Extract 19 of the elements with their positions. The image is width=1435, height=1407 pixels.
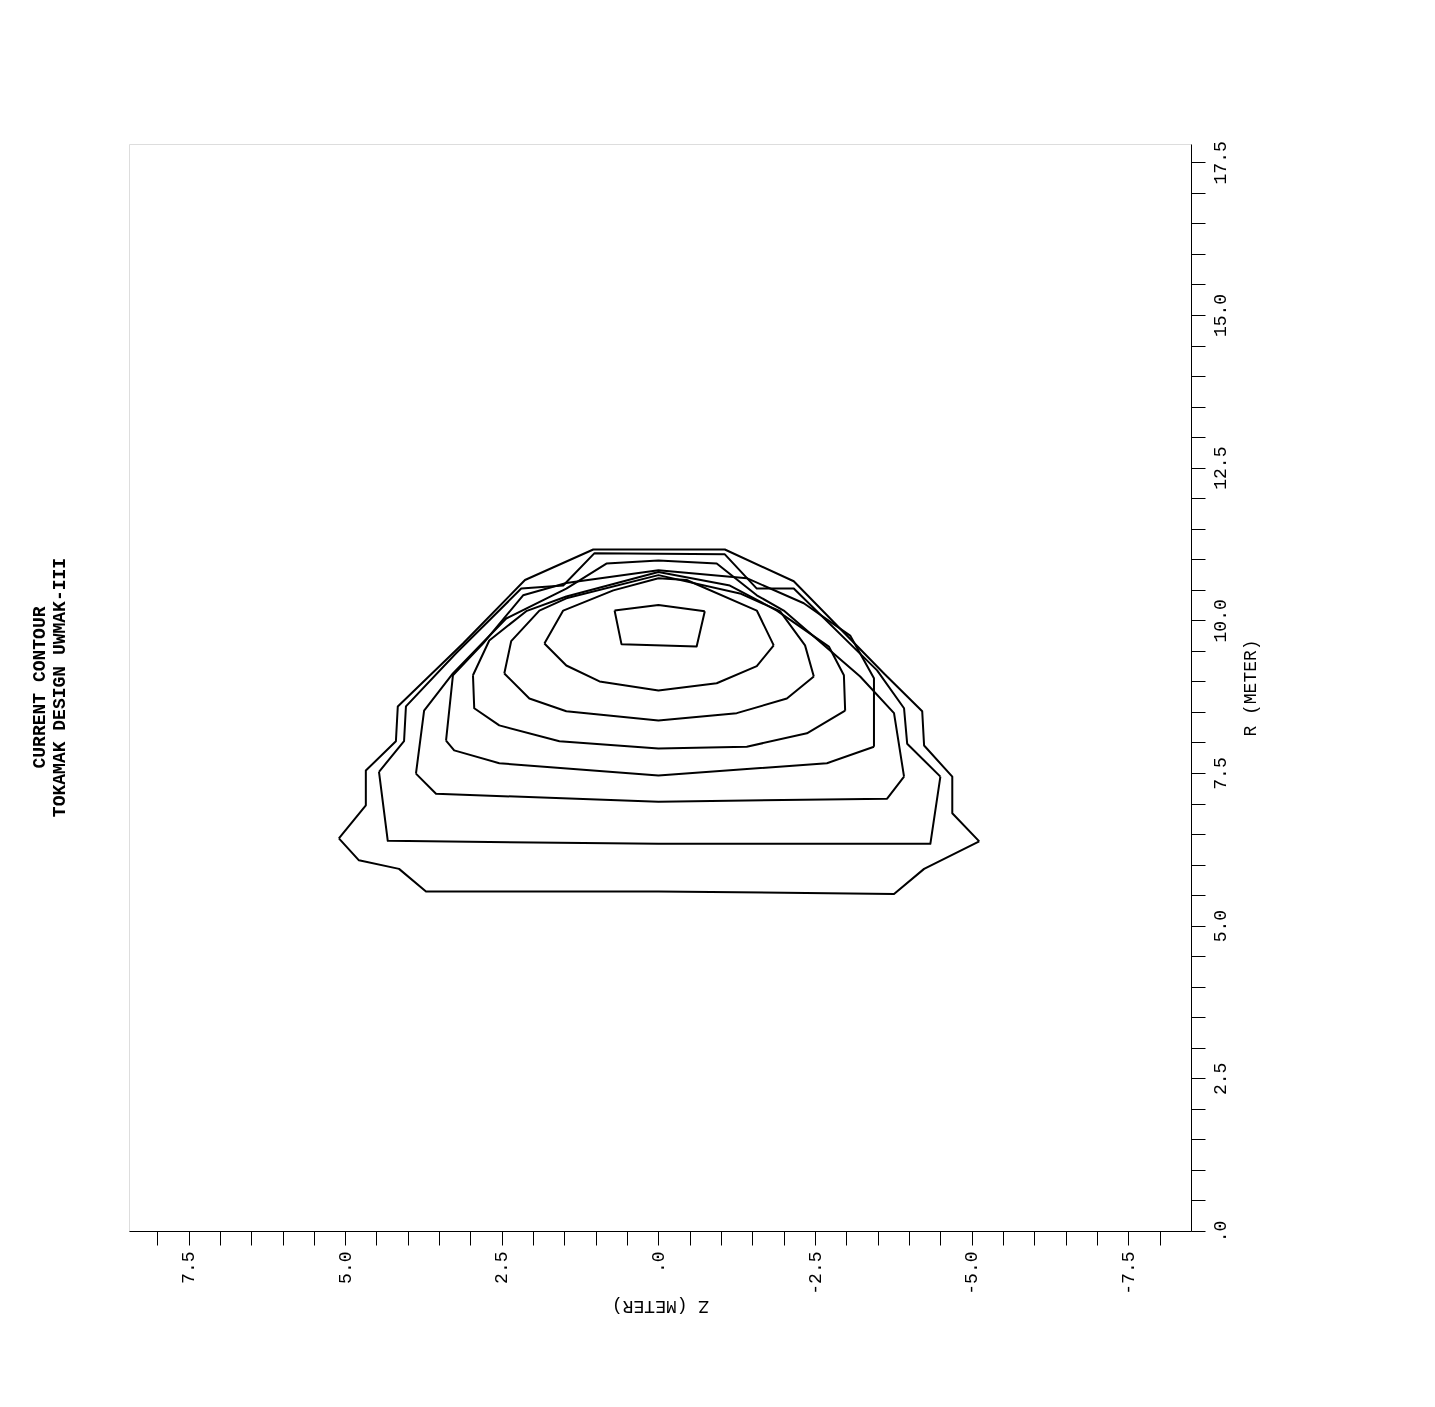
x-tick-label: -5.0 [962, 1251, 983, 1295]
y-axis-title: R (METER) [1240, 639, 1261, 737]
y-tick-label: .0 [1210, 1220, 1231, 1243]
y-tick-label: 12.5 [1210, 446, 1231, 490]
y-tick-label: 5.0 [1210, 909, 1231, 943]
y-tick-label: 15.0 [1210, 293, 1231, 338]
x-tick-label: 5.0 [335, 1251, 356, 1284]
text: CURRENT CONTOUR [30, 606, 50, 769]
x-tick-label: 2.5 [492, 1251, 513, 1284]
x-tick-label: .0 [648, 1251, 669, 1274]
y-tick-label: 2.5 [1210, 1062, 1231, 1096]
y-tick-label: 17.5 [1210, 141, 1231, 185]
x-axis-title: Z (METER) [611, 1295, 710, 1316]
text: TOKAMAK DESIGN UWMAK-III [50, 557, 70, 818]
y-tick-label: 10.0 [1210, 599, 1231, 643]
x-tick-label: -7.5 [1118, 1251, 1139, 1295]
x-tick-label: -2.5 [805, 1251, 826, 1295]
x-tick-label: 7.5 [179, 1251, 200, 1284]
y-tick-label: 7.5 [1210, 757, 1231, 790]
